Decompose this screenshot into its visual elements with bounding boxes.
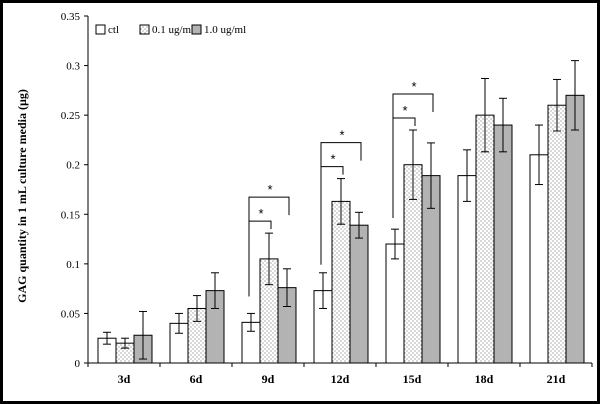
x-axis: 3d 6d 9d 12d 15d 18d 21d <box>87 362 593 386</box>
y-tick-label: 0.1 <box>66 259 80 271</box>
y-axis-label: GAG quantity in 1 mL culture media (µg) <box>15 89 29 303</box>
bar-gray <box>493 124 513 364</box>
bar-white <box>457 175 477 364</box>
bar-dotted <box>547 104 567 364</box>
significance-star: * <box>330 152 335 167</box>
y-tick-label: 0.15 <box>61 209 81 221</box>
y-tick-label: 0.05 <box>61 308 81 320</box>
bar-white <box>529 154 549 364</box>
legend-swatch-white <box>95 24 106 35</box>
y-axis: 0 0.05 0.1 0.15 0.2 0.25 0.3 0.35 <box>61 11 89 370</box>
error-bars <box>103 60 579 360</box>
significance-star: * <box>411 79 416 94</box>
y-tick-label: 0.3 <box>66 61 80 73</box>
x-tick-label: 12d <box>331 372 350 386</box>
significance-bracket <box>392 93 434 219</box>
bar-gray <box>565 94 585 364</box>
bar-gray <box>349 224 369 364</box>
x-tick-label: 18d <box>475 372 494 386</box>
bar-white <box>385 243 405 364</box>
significance-bracket <box>248 196 290 297</box>
x-tick-label: 3d <box>118 372 131 386</box>
bar-dotted <box>331 200 351 364</box>
bars <box>97 94 585 364</box>
x-tick-label: 15d <box>403 372 422 386</box>
y-tick-label: 0.2 <box>66 160 80 172</box>
significance-star: * <box>267 182 272 197</box>
legend-swatch-dotted <box>139 24 150 35</box>
x-tick-label: 21d <box>547 372 566 386</box>
legend-swatch-gray <box>191 24 202 35</box>
y-tick-label: 0 <box>75 358 81 370</box>
x-tick-label: 6d <box>190 372 203 386</box>
legend-label: 0.1 ug/ml <box>152 24 194 36</box>
significance-star: * <box>402 103 407 118</box>
y-tick-label: 0.25 <box>61 110 81 122</box>
significance-bracket <box>320 142 362 265</box>
significance-markers: * * * * * * <box>248 79 434 297</box>
y-tick-label: 0.35 <box>61 11 81 23</box>
x-tick-label: 9d <box>262 372 275 386</box>
legend: ctl 0.1 ug/ml 1.0 ug/ml <box>95 24 246 36</box>
legend-label: ctl <box>108 24 119 36</box>
legend-label: 1.0 ug/ml <box>204 24 246 36</box>
significance-star: * <box>258 206 263 221</box>
significance-star: * <box>339 128 344 143</box>
